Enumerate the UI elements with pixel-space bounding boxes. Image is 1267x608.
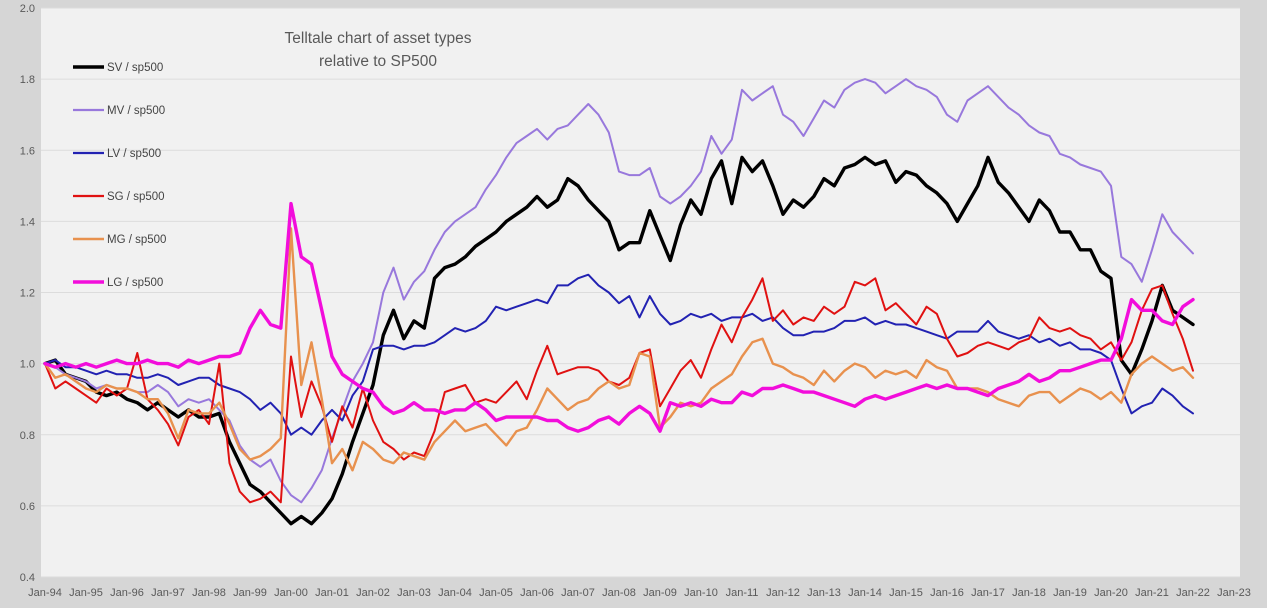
y-axis-tick-label: 1.0: [20, 359, 35, 371]
x-axis-tick-label: Jan-02: [356, 587, 390, 599]
legend-label: MV / sp500: [107, 105, 165, 117]
legend-label: LG / sp500: [107, 277, 163, 289]
legend-item-sg: SG / sp500: [73, 191, 165, 203]
x-axis-tick-label: Jan-11: [726, 587, 759, 599]
x-axis-tick-label: Jan-21: [1135, 587, 1169, 599]
legend-item-sv: SV / sp500: [73, 62, 163, 74]
legend-label: SV / sp500: [107, 62, 163, 74]
x-axis-tick-label: Jan-94: [28, 587, 62, 599]
x-axis-tick-label: Jan-06: [520, 587, 554, 599]
x-axis-tick-label: Jan-97: [151, 587, 185, 599]
x-axis-tick-label: Jan-07: [561, 587, 595, 599]
y-axis-tick-label: 1.6: [20, 145, 35, 157]
series-line-lv: [44, 273, 1194, 436]
legend-item-mv: MV / sp500: [73, 105, 165, 117]
series-line-lg: [43, 201, 1195, 433]
x-axis-tick-label: Jan-95: [69, 587, 103, 599]
y-axis-tick-label: 0.4: [20, 572, 35, 584]
x-axis-tick-label: Jan-99: [233, 587, 267, 599]
x-axis-tick-label: Jan-16: [930, 587, 964, 599]
legend-label: LV / sp500: [107, 148, 161, 160]
x-axis-tick-label: Jan-96: [110, 587, 144, 599]
series-line-sv: [43, 155, 1195, 526]
series-line-sg: [44, 277, 1194, 504]
y-axis-tick-label: 2.0: [20, 3, 35, 15]
y-axis-tick-label: 0.8: [20, 430, 35, 442]
legend-label: SG / sp500: [107, 191, 165, 203]
legend-item-lg: LG / sp500: [73, 277, 163, 289]
x-axis-tick-label: Jan-22: [1176, 587, 1210, 599]
x-axis-tick-label: Jan-98: [192, 587, 226, 599]
x-axis-tick-label: Jan-23: [1217, 587, 1251, 599]
x-axis-tick-label: Jan-20: [1094, 587, 1128, 599]
legend-label: MG / sp500: [107, 234, 166, 246]
chart-title-line1: Telltale chart of asset types: [285, 30, 472, 47]
x-axis-tick-label: Jan-13: [807, 587, 841, 599]
x-axis-tick-label: Jan-19: [1053, 587, 1087, 599]
x-axis-tick-label: Jan-05: [479, 587, 513, 599]
series-line-mg: [43, 227, 1195, 472]
chart-title-line2: relative to SP500: [319, 53, 437, 70]
x-axis-tick-label: Jan-00: [274, 587, 308, 599]
y-axis-tick-label: 1.2: [20, 288, 35, 300]
legend-item-lv: LV / sp500: [73, 148, 161, 160]
y-axis-tick-label: 1.8: [20, 74, 35, 86]
y-axis-tick-label: 0.6: [20, 501, 35, 513]
x-axis-tick-label: Jan-17: [971, 587, 1005, 599]
x-axis-tick-label: Jan-04: [438, 587, 472, 599]
x-axis-tick-label: Jan-10: [684, 587, 718, 599]
legend-item-mg: MG / sp500: [73, 234, 166, 246]
x-axis-tick-label: Jan-18: [1012, 587, 1046, 599]
x-axis-tick-label: Jan-15: [889, 587, 923, 599]
x-axis-tick-label: Jan-14: [848, 587, 882, 599]
x-axis-tick-label: Jan-12: [766, 587, 800, 599]
x-axis-tick-label: Jan-01: [315, 587, 349, 599]
x-axis-tick-label: Jan-09: [643, 587, 677, 599]
series-line-mv: [44, 78, 1194, 504]
y-axis-tick-label: 1.4: [20, 216, 35, 228]
x-axis-tick-label: Jan-08: [602, 587, 636, 599]
x-axis-tick-label: Jan-03: [397, 587, 431, 599]
